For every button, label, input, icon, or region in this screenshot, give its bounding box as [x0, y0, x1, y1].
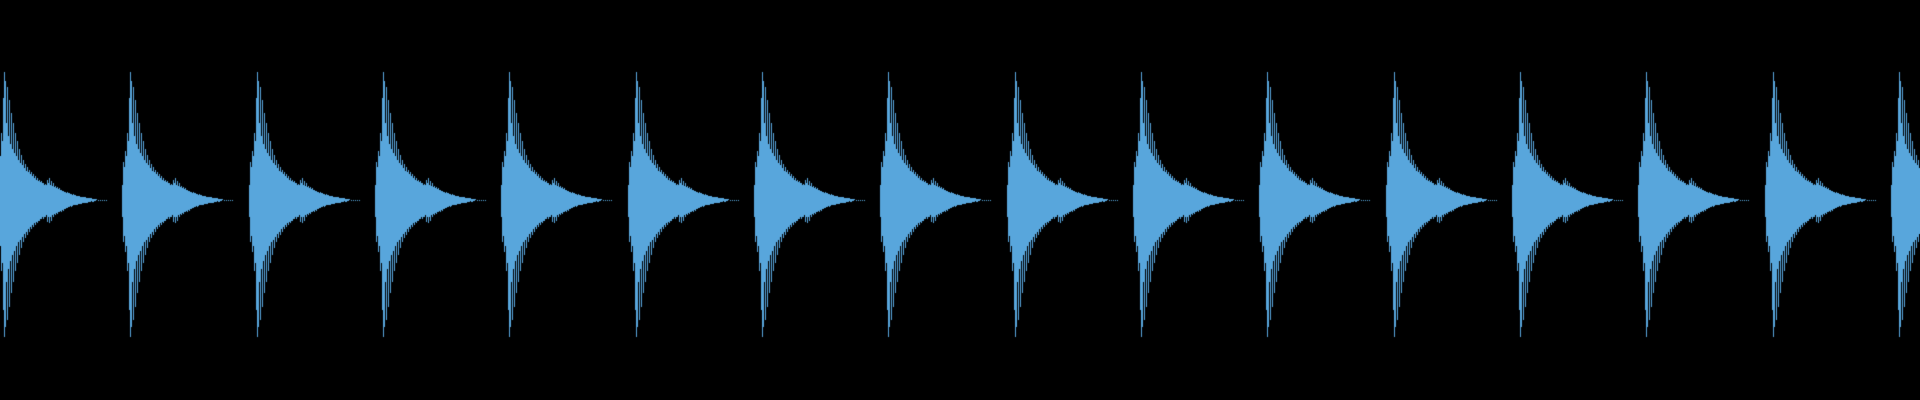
waveform-panel — [0, 0, 1920, 400]
audio-waveform-canvas — [0, 0, 1920, 400]
